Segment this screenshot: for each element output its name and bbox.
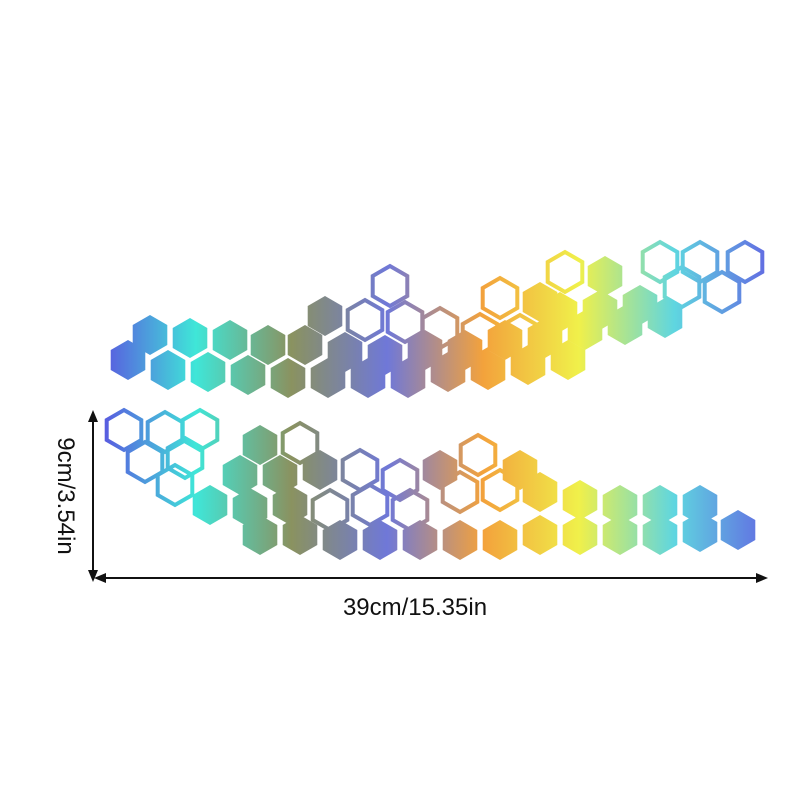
hexagon-decal-icon: [250, 325, 286, 365]
hexagon-decal-icon: [370, 263, 410, 309]
hexagon-decal-icon: [132, 315, 168, 355]
hexagon-decal-icon: [682, 512, 718, 552]
hexagon-decal-icon: [272, 485, 308, 525]
hexagon-decal-icon: [480, 275, 520, 321]
hexagon-decal-icon: [602, 485, 638, 525]
hexagon-decal-icon: [362, 520, 398, 560]
hexagon-decal-icon: [125, 439, 165, 485]
hexagon-decal-icon: [402, 520, 438, 560]
hexagon-decal-icon: [522, 515, 558, 555]
hexagon-decal-icon: [345, 297, 385, 343]
hexagon-decal-icon: [242, 425, 278, 465]
hexagon-decal-icon: [180, 407, 220, 453]
hexagon-decal-icon: [380, 457, 420, 503]
hexagon-decal-icon: [725, 239, 765, 285]
hexagon-decal-icon: [482, 520, 518, 560]
hexagon-decal-icon: [270, 358, 306, 398]
width-arrow-head-left: [94, 573, 106, 583]
hexagon-decal-icon: [422, 450, 458, 490]
height-dimension-label: 9cm/3.54in: [52, 437, 79, 555]
bottom-hexagon-decal: [104, 407, 756, 560]
hexagon-decal-icon: [407, 330, 443, 370]
hexagon-decal-icon: [222, 455, 258, 495]
hexagon-decal-icon: [550, 340, 586, 380]
hexagon-decal-icon: [642, 515, 678, 555]
hexagon-decal-icon: [390, 358, 426, 398]
hexagon-decal-icon: [212, 320, 248, 360]
hexagon-decal-icon: [582, 290, 618, 330]
hexagon-decal-icon: [420, 305, 460, 351]
hexagon-decal-icon: [307, 296, 343, 336]
hexagon-decal-icon: [230, 355, 266, 395]
hexagon-decal-icon: [192, 485, 228, 525]
hexagon-decal-icon: [640, 239, 680, 285]
hexagon-decal-icon: [562, 480, 598, 520]
hexagon-decal-icon: [440, 469, 480, 515]
hexagon-decal-icon: [587, 256, 623, 296]
hexagon-decal-icon: [480, 467, 520, 513]
hexagon-decal-icon: [155, 462, 195, 508]
hexagon-decal-icon: [385, 299, 425, 345]
hexagon-decal-icon: [327, 332, 363, 372]
hexagon-decal-icon: [680, 239, 720, 285]
top-hexagon-decal: [110, 239, 765, 398]
hexagon-decal-icon: [522, 472, 558, 512]
height-arrow-head-top: [88, 410, 98, 422]
width-dimension-label: 39cm/15.35in: [342, 594, 488, 621]
hexagon-decal-icon: [262, 455, 298, 495]
hexagon-decal-icon: [172, 318, 208, 358]
hexagon-decal-icon: [460, 311, 500, 357]
width-arrow-head-right: [756, 573, 768, 583]
hexagon-decal-icon: [287, 325, 323, 365]
hexagon-decal-icon: [545, 249, 585, 295]
height-arrow-head-bottom: [88, 570, 98, 582]
hexagon-decal-icon: [442, 520, 478, 560]
hexagon-decal-icon: [562, 515, 598, 555]
hexagon-decal-icon: [522, 282, 558, 322]
hexagon-decal-icon: [190, 352, 226, 392]
hexagon-decal-icon: [702, 269, 742, 315]
hexagon-decal-icon: [682, 485, 718, 525]
hexagon-decal-icon: [458, 432, 498, 478]
hexagon-decal-icon: [302, 450, 338, 490]
hexagon-decal-icon: [282, 515, 318, 555]
hexagon-decal-icon: [110, 340, 146, 380]
hexagon-decal-icon: [350, 482, 390, 528]
hexagon-decal-icon: [602, 515, 638, 555]
dimension-arrows: [88, 410, 768, 583]
hexagon-decal-icon: [622, 285, 658, 325]
hexagon-decal-icon: [720, 510, 756, 550]
hexagon-decal-icon: [367, 335, 403, 375]
hexagon-decal-icon: [310, 358, 346, 398]
hexagon-decal-icon: [322, 520, 358, 560]
hexagon-decal-icon: [165, 435, 205, 481]
hexagon-decal-icon: [242, 515, 278, 555]
hexagon-decal-icon: [150, 350, 186, 390]
hexagon-decal-icon: [280, 420, 320, 466]
hexagon-decal-icon: [104, 407, 144, 453]
hexagon-decal-icon: [642, 485, 678, 525]
hexagon-decal-icon: [500, 312, 540, 358]
